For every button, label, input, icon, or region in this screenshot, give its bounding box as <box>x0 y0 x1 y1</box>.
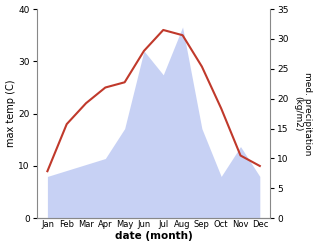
X-axis label: date (month): date (month) <box>115 231 192 242</box>
Y-axis label: med. precipitation
(kg/m2): med. precipitation (kg/m2) <box>293 72 313 155</box>
Y-axis label: max temp (C): max temp (C) <box>5 80 16 147</box>
